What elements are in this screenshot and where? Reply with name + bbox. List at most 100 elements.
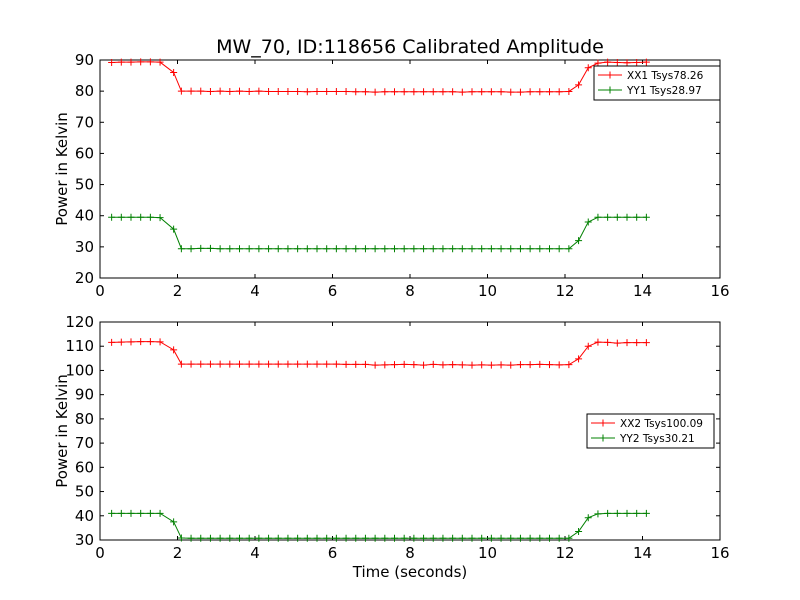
data-point [303,88,311,96]
data-point [236,87,243,95]
data-point [177,245,185,253]
data-point [507,534,515,542]
data-point [642,213,650,221]
data-point [245,87,253,95]
data-point [410,534,418,542]
data-point [536,88,544,96]
data-point [323,87,331,95]
data-point [487,361,495,369]
data-point [236,245,243,253]
data-point [170,346,178,354]
data-point [117,58,125,66]
data-point [429,245,437,253]
data-point [584,342,592,350]
data-point [332,245,340,253]
data-point [468,361,476,369]
data-point [265,534,273,542]
data-point [274,245,282,253]
data-point [137,338,145,346]
data-point [546,534,553,542]
data-point [255,534,263,542]
data-point [449,534,457,542]
data-point [439,88,447,96]
data-point [313,360,321,368]
data-point [613,213,621,221]
data-point [633,339,641,347]
data-point [146,213,154,221]
data-point [633,213,641,221]
data-point [526,534,534,542]
data-point [468,245,476,253]
data-point [294,360,302,368]
x-tick-label: 10 [478,544,497,562]
data-point [400,88,408,96]
data-point [468,534,476,542]
data-point [565,361,573,369]
y-tick-label: 60 [75,144,94,162]
x-tick-label: 4 [250,282,260,300]
data-point [332,360,340,368]
data-point [613,509,621,517]
data-point [594,59,602,67]
data-point [342,534,350,542]
data-point [156,338,164,346]
data-point [400,534,408,542]
y-tick-label: 40 [75,207,94,225]
data-point [146,338,154,346]
data-point [303,245,311,253]
data-point [604,58,612,66]
data-point [108,338,116,346]
data-point [478,534,486,542]
data-point [108,213,116,221]
data-point [497,245,505,253]
y-tick-label: 100 [65,361,94,379]
data-point [216,360,224,368]
data-point [391,245,398,253]
data-point [623,509,631,517]
data-point [381,534,389,542]
data-point [352,534,360,542]
bottom-plot: 0 2 4 6 8 10 12 14 16 30 40 50 60 70 80 90 100 110 120 Powe… [53,313,730,581]
data-point [371,245,379,253]
data-point [594,213,602,221]
data-point [526,88,534,96]
x-tick-label: 0 [95,544,105,562]
y-tick-label: 20 [75,269,94,287]
data-point [507,361,515,369]
legend-box [593,65,721,101]
data-point [197,534,205,542]
data-point [575,81,583,89]
data-point [487,245,495,253]
data-point [303,534,311,542]
data-point [206,360,214,368]
data-point [127,338,135,346]
data-point [187,245,195,253]
data-point [352,88,360,96]
data-point [323,534,331,542]
data-point [127,58,135,66]
data-point [137,509,145,517]
data-point [555,245,563,253]
data-point [410,361,418,369]
data-point [255,360,263,368]
y-tick-label: 50 [75,483,94,501]
data-point [400,245,408,253]
x-tick-label: 16 [710,282,729,300]
data-point [613,58,621,66]
legend-entry: XX1 Tsys78.26 [627,70,704,82]
legend-entry: YY1 Tsys28.97 [626,85,702,97]
data-point [216,87,224,95]
data-point [497,361,505,369]
data-point [507,245,515,253]
data-point [516,534,524,542]
data-point [420,88,428,96]
data-point [177,360,185,368]
data-point [526,245,534,253]
data-point [274,534,282,542]
data-point [381,88,389,96]
data-point [352,360,360,368]
data-point [410,245,418,253]
data-point [497,88,505,96]
data-point [332,534,340,542]
x-tick-label: 0 [95,282,105,300]
